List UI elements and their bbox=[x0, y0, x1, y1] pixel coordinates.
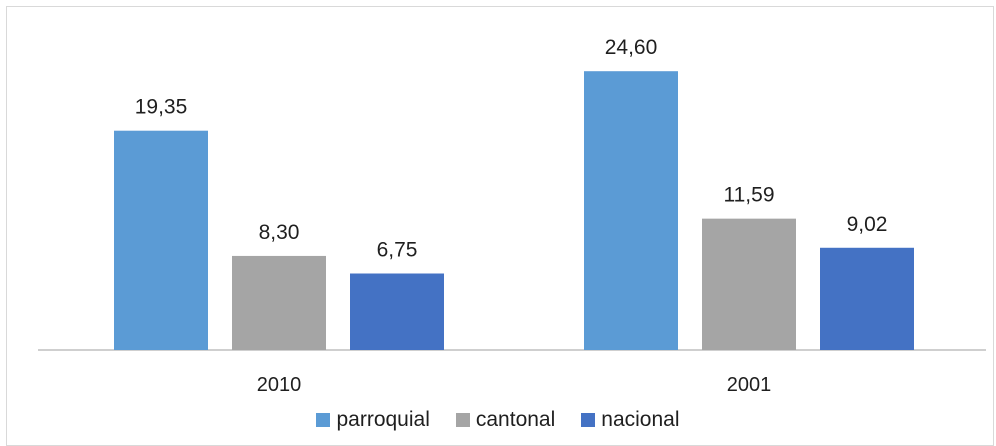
bars-group bbox=[114, 71, 914, 350]
legend-swatch-nacional bbox=[581, 413, 596, 427]
bar-cantonal-2010 bbox=[232, 255, 326, 350]
legend-swatch-cantonal bbox=[455, 413, 470, 427]
data-label-nacional-2001: 9,02 bbox=[847, 213, 888, 236]
category-label-2001: 2001 bbox=[727, 374, 772, 396]
legend-item-parroquial: parroquial bbox=[316, 408, 430, 432]
legend-label-parroquial: parroquial bbox=[336, 408, 430, 431]
category-labels-group: 2010 2001 bbox=[257, 374, 772, 396]
data-label-parroquial-2010: 19,35 bbox=[135, 96, 188, 119]
legend-label-nacional: nacional bbox=[601, 408, 680, 431]
legend: parroquial cantonal nacional bbox=[0, 408, 996, 432]
legend-item-cantonal: cantonal bbox=[455, 408, 556, 432]
data-label-parroquial-2001: 24,60 bbox=[605, 36, 658, 59]
bar-parroquial-2010 bbox=[114, 130, 208, 350]
legend-item-nacional: nacional bbox=[581, 408, 680, 432]
bar-nacional-2010 bbox=[350, 273, 444, 350]
data-label-nacional-2010: 6,75 bbox=[377, 239, 418, 262]
data-labels-group: 19,35 8,30 6,75 24,60 11,59 9,02 bbox=[135, 36, 888, 261]
bar-parroquial-2001 bbox=[584, 71, 678, 350]
category-label-2010: 2010 bbox=[257, 374, 302, 396]
legend-label-cantonal: cantonal bbox=[475, 408, 556, 431]
legend-swatch-parroquial bbox=[316, 413, 331, 427]
data-label-cantonal-2010: 8,30 bbox=[259, 221, 300, 244]
data-label-cantonal-2001: 11,59 bbox=[724, 184, 775, 207]
bar-nacional-2001 bbox=[820, 247, 914, 350]
bar-cantonal-2001 bbox=[702, 218, 796, 350]
